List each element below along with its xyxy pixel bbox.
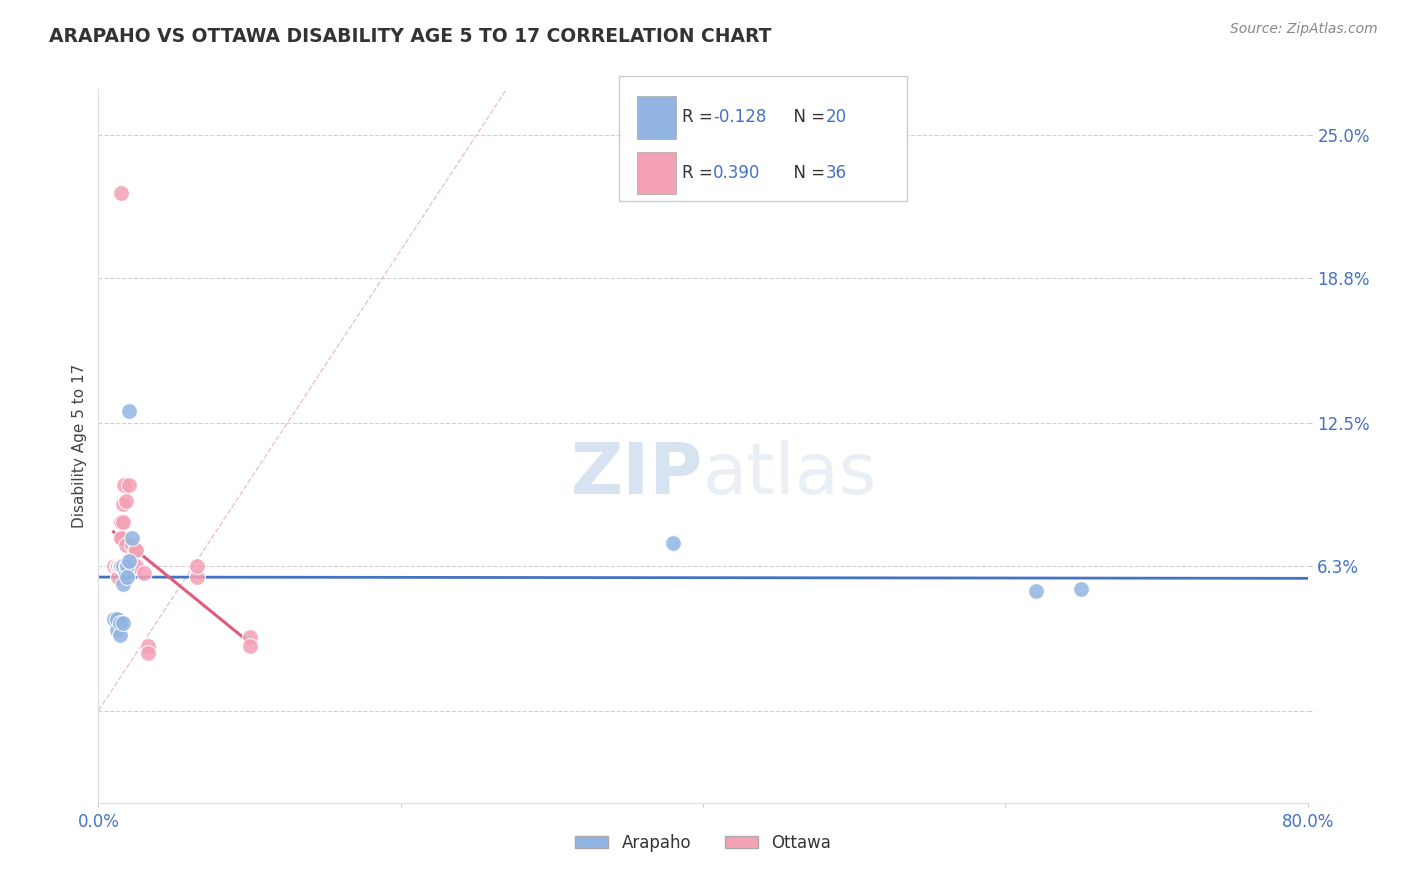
Point xyxy=(111,577,134,591)
Point xyxy=(110,531,132,545)
Point xyxy=(124,542,146,557)
Point xyxy=(111,497,134,511)
Point xyxy=(111,558,134,573)
Text: 20: 20 xyxy=(825,109,846,127)
Point xyxy=(114,566,136,580)
Point xyxy=(115,570,138,584)
Point xyxy=(132,566,155,580)
Point xyxy=(111,558,134,573)
Point xyxy=(186,558,208,573)
Point xyxy=(108,558,131,573)
Point xyxy=(110,186,132,200)
Point xyxy=(114,558,136,573)
Point xyxy=(136,646,159,660)
Point xyxy=(121,531,143,545)
Point xyxy=(125,558,148,573)
Text: N =: N = xyxy=(783,164,831,182)
Point xyxy=(108,558,131,573)
Point xyxy=(118,558,141,573)
Point xyxy=(118,478,141,492)
Point xyxy=(118,404,141,418)
Point xyxy=(114,558,136,573)
Point xyxy=(114,538,136,552)
Y-axis label: Disability Age 5 to 17: Disability Age 5 to 17 xyxy=(72,364,87,528)
Point xyxy=(239,640,262,654)
Point xyxy=(110,531,132,545)
Point xyxy=(105,558,128,573)
Text: 36: 36 xyxy=(825,164,846,182)
Point xyxy=(103,558,125,573)
Text: N =: N = xyxy=(783,109,831,127)
Point xyxy=(115,558,138,573)
Point xyxy=(118,554,141,568)
Point xyxy=(136,640,159,654)
Point xyxy=(110,558,132,573)
Point xyxy=(107,570,129,584)
Point xyxy=(111,616,134,631)
Point xyxy=(120,554,142,568)
Text: Source: ZipAtlas.com: Source: ZipAtlas.com xyxy=(1230,22,1378,37)
Point xyxy=(239,630,262,644)
Text: R =: R = xyxy=(682,109,718,127)
Text: ARAPAHO VS OTTAWA DISABILITY AGE 5 TO 17 CORRELATION CHART: ARAPAHO VS OTTAWA DISABILITY AGE 5 TO 17… xyxy=(49,27,772,45)
Point xyxy=(111,561,134,575)
Point xyxy=(108,616,131,631)
Point xyxy=(105,612,128,626)
Point xyxy=(108,558,131,573)
Text: -0.128: -0.128 xyxy=(713,109,766,127)
Point xyxy=(115,558,138,573)
Text: atlas: atlas xyxy=(703,440,877,509)
Point xyxy=(110,515,132,529)
Point xyxy=(111,515,134,529)
Point xyxy=(661,535,683,549)
Point xyxy=(121,538,143,552)
Point xyxy=(186,570,208,584)
Point xyxy=(112,478,135,492)
Legend: Arapaho, Ottawa: Arapaho, Ottawa xyxy=(568,828,838,859)
Point xyxy=(111,558,134,573)
Text: 0.390: 0.390 xyxy=(713,164,761,182)
Point xyxy=(125,542,148,557)
Point xyxy=(1070,582,1092,596)
Point xyxy=(107,558,129,573)
Point xyxy=(108,628,131,642)
Point xyxy=(1024,584,1046,599)
Point xyxy=(105,623,128,637)
Point xyxy=(103,612,125,626)
Text: R =: R = xyxy=(682,164,718,182)
Point xyxy=(114,494,136,508)
Point xyxy=(111,558,134,573)
Text: ZIP: ZIP xyxy=(571,440,703,509)
Point xyxy=(110,558,132,573)
